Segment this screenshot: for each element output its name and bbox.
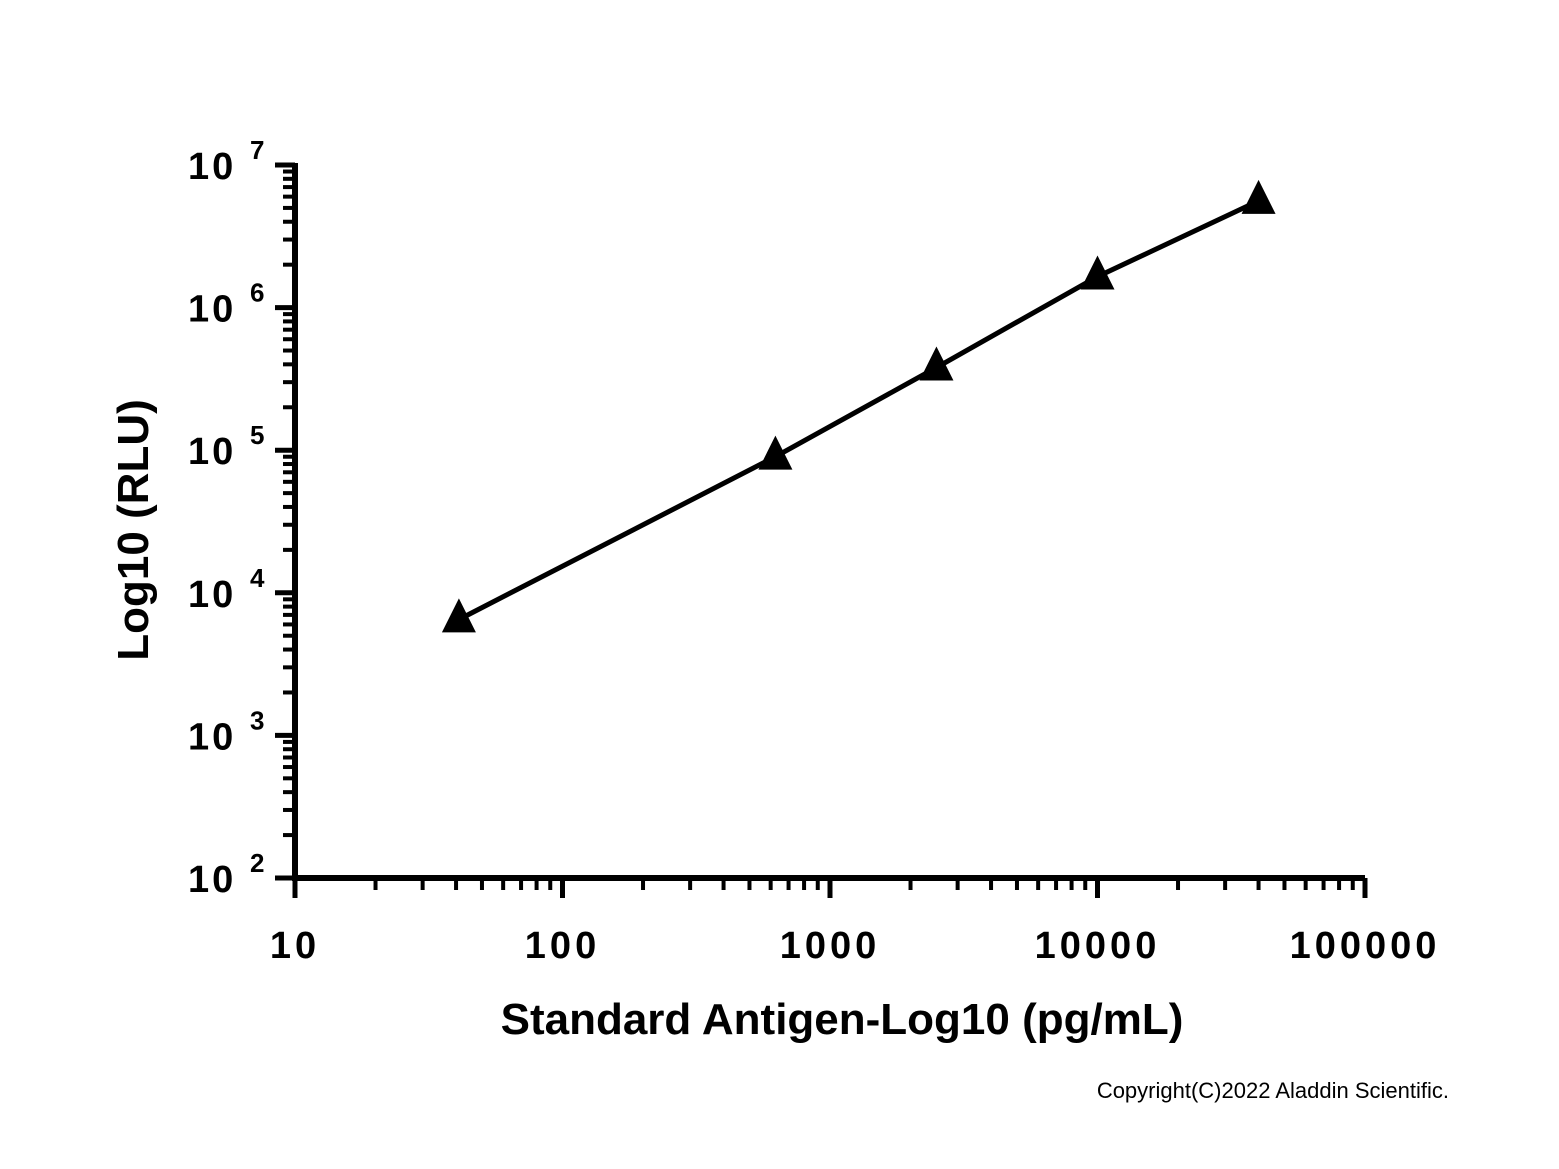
- y-tick-label: 10: [188, 431, 236, 473]
- y-tick-label: 10: [188, 146, 236, 188]
- y-tick-label: 10: [188, 574, 236, 616]
- ticks: [275, 162, 1368, 898]
- y-tick-exponent: 6: [250, 278, 264, 308]
- x-tick-label: 10000: [1035, 925, 1161, 967]
- copyright-text: Copyright(C)2022 Aladdin Scientific.: [1096, 1078, 1449, 1103]
- data-point-triangle: [1080, 255, 1115, 290]
- axes: [292, 163, 1365, 881]
- data-point-triangle: [441, 598, 476, 633]
- y-tick-label: 10: [188, 859, 236, 901]
- y-tick-exponent: 7: [250, 135, 264, 165]
- y-tick-label: 10: [188, 716, 236, 758]
- series-line: [457, 198, 1260, 622]
- y-tick-exponent: 2: [250, 848, 264, 878]
- y-tick-label: 10: [188, 289, 236, 331]
- y-tick-exponent: 4: [250, 563, 265, 593]
- y-tick-exponent: 5: [250, 420, 264, 450]
- tick-labels: 10 100 1000 10000 100000 10 2 10 3 10 4 10 5 10 6 10 7: [188, 135, 1441, 967]
- data-point-triangle: [758, 435, 793, 470]
- y-axis-title: Log10 (RLU): [109, 399, 158, 661]
- y-tick-exponent: 3: [250, 705, 264, 735]
- series: [441, 179, 1276, 633]
- data-point-triangle: [919, 346, 954, 381]
- x-tick-label: 10: [270, 925, 320, 967]
- x-tick-label: 100: [525, 925, 600, 967]
- x-tick-label: 1000: [780, 925, 881, 967]
- x-axis-title: Standard Antigen-Log10 (pg/mL): [501, 995, 1184, 1044]
- data-point-triangle: [1241, 179, 1276, 214]
- x-tick-label: 100000: [1290, 925, 1441, 967]
